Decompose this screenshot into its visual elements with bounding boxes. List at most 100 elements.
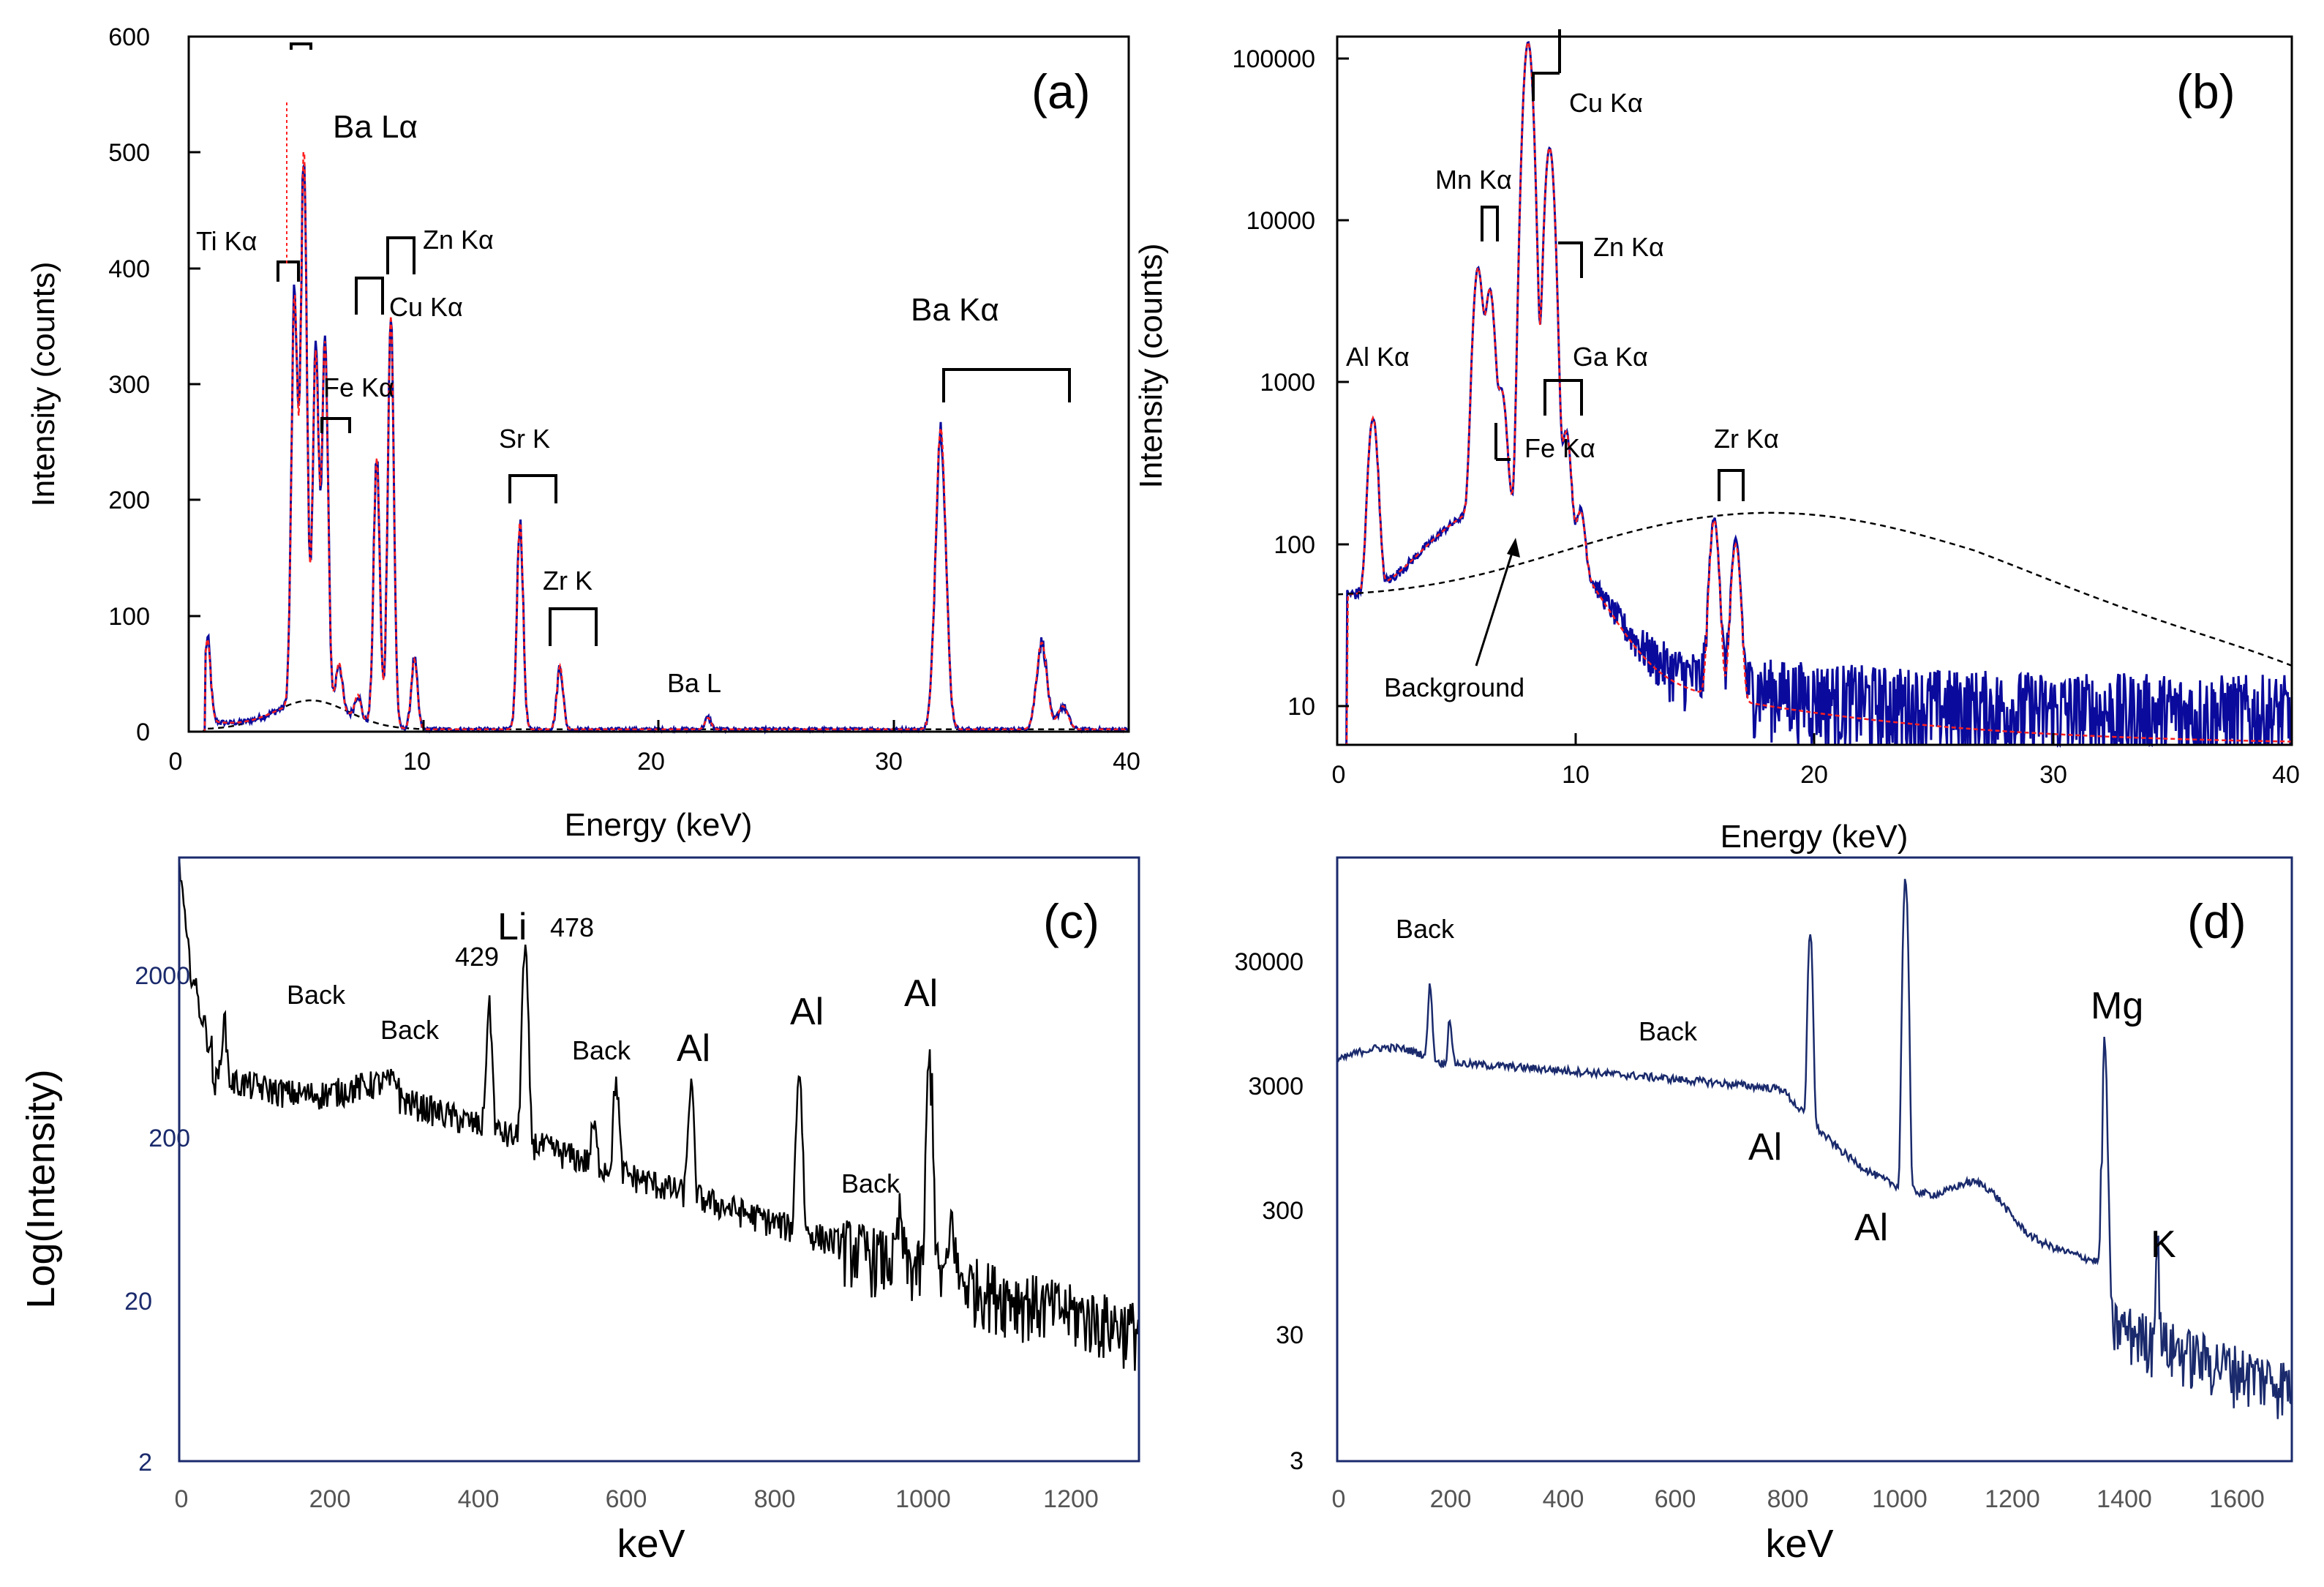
background-arrow: [1475, 541, 1517, 667]
peak-label-li: Li: [497, 906, 527, 948]
panel-b-ytick-label: 1000: [1260, 369, 1315, 397]
panel-d-y-ticks: 3 30 300 3000 30000: [1234, 948, 1304, 1475]
panel-b-xtick-label: 20: [1800, 761, 1828, 789]
panel-c-xtick-label: 0: [175, 1485, 189, 1513]
peak-label-mg: Mg: [2091, 985, 2143, 1027]
panel-d-xtick-label: 0: [1332, 1485, 1346, 1513]
peak-label-back: Back: [1396, 914, 1455, 944]
peak-label-ti-ka: Ti Kα: [196, 226, 257, 256]
bracket-mn-ka: [1481, 206, 1499, 241]
peak-label-mn-ka: Mn Kα: [1435, 165, 1512, 195]
peak-label-al: Al: [1854, 1207, 1888, 1249]
panel-b-y-axis-label: Intensity (counts): [1133, 243, 1169, 488]
panel-b-xtick-label: 30: [2039, 761, 2067, 789]
peak-label-al: Al: [904, 972, 938, 1015]
peak-label-zr-ka: Zr Kα: [1714, 424, 1779, 454]
panel-c-xtick-label: 400: [458, 1485, 500, 1513]
panel-b-measured-spectrum: [1337, 41, 2293, 749]
panel-d-ytick-label: 300: [1262, 1197, 1304, 1225]
peak-label-zn-ka: Zn Kα: [1593, 232, 1664, 262]
peak-label-ba-ka: Ba Kα: [911, 292, 999, 328]
background-arrowhead: [1507, 538, 1520, 558]
panel-b-ytick-label: 100: [1274, 531, 1315, 559]
peak-label-cu-ka: Cu Kα: [389, 292, 463, 322]
peak-label-fe-ka: Fe Kα: [323, 372, 394, 402]
panel-d-letter: (d): [2187, 894, 2246, 948]
panel-a-measured-spectrum: [189, 164, 1129, 735]
panel-a-ytick-label: 500: [108, 139, 150, 167]
panel-c-x-axis-label: keV: [617, 1522, 685, 1566]
peak-label-sr-k: Sr K: [499, 424, 550, 454]
panel-d: 3 30 300 3000 30000 0 200 400 600 800 10…: [1234, 856, 2293, 1566]
panel-d-ytick-label: 3000: [1248, 1073, 1304, 1100]
panel-c-y-ticks: 2 20 200 2000: [124, 962, 190, 1477]
panel-a-xtick-label: 10: [403, 748, 431, 776]
bracket-zn-ka: [386, 236, 415, 274]
bracket-ba-la: [290, 42, 312, 50]
panel-c-xtick-label: 800: [754, 1485, 796, 1513]
panel-d-xtick-label: 1400: [2097, 1485, 2152, 1513]
panel-a-x-ticks: 0 10 20 30 40: [169, 720, 1140, 776]
peak-label-back: Back: [572, 1035, 631, 1065]
peak-label-al-ka: Al Kα: [1346, 342, 1410, 372]
peak-label-al: Al: [1748, 1126, 1782, 1168]
bracket-zn-ka: [1558, 241, 1583, 278]
panel-d-xtick-label: 200: [1430, 1485, 1472, 1513]
background-label: Background: [1384, 672, 1524, 702]
peak-label-478: 478: [550, 912, 594, 942]
panel-b-annotations: Cu Kα Mn Kα Zn Kα Al Kα Ga Kα Fe Kα Zr K…: [1346, 29, 1779, 702]
bracket-cu-ka: [1532, 72, 1560, 101]
panel-a-y-ticks: 0 100 200 300 400 500 600: [108, 23, 200, 746]
panel-c-ytick-label: 2: [138, 1449, 152, 1477]
peak-label-back: Back: [841, 1168, 900, 1198]
panel-d-annotations: Back Back Al Al Mg K: [1396, 914, 2176, 1266]
panel-d-xtick-label: 800: [1767, 1485, 1809, 1513]
panel-b-y-ticks: 10 100 1000 10000 100000: [1233, 45, 1349, 721]
panel-a-xtick-label: 40: [1113, 748, 1140, 776]
panel-b-ytick-label: 10000: [1246, 207, 1315, 235]
panel-d-xtick-label: 1600: [2209, 1485, 2265, 1513]
panel-a-letter: (a): [1031, 64, 1091, 119]
panel-c-xtick-label: 1000: [895, 1485, 951, 1513]
panel-b-spectra: [1336, 39, 2293, 749]
bracket-sr-k: [508, 474, 557, 503]
bracket-zr-k: [549, 607, 598, 646]
panel-a-ytick-label: 400: [108, 255, 150, 283]
panel-b-ytick-label: 10: [1287, 693, 1315, 721]
panel-c-xtick-label: 200: [309, 1485, 351, 1513]
bracket-ba-ka: [942, 368, 1071, 402]
panel-a-ytick-label: 200: [108, 487, 150, 514]
peak-label-ba-la: Ba Lα: [333, 109, 418, 145]
bracket-fe-ka: [1494, 423, 1511, 461]
panel-b-xtick-label: 40: [2272, 761, 2300, 789]
panel-a-x-axis-label: Energy (keV): [565, 807, 753, 843]
panel-b-xtick-label: 0: [1332, 761, 1346, 789]
panel-c: 2 20 200 2000 0 200 400 600 800 1000 120…: [19, 856, 1140, 1566]
peak-label-zr-k: Zr K: [543, 566, 593, 596]
peak-label-zn-ka: Zn Kα: [423, 225, 494, 255]
bracket-ga-ka: [1543, 379, 1583, 416]
panel-c-annotations: Li 429 478 Back Back Back Back Al Al Al: [287, 906, 938, 1198]
panel-a-annotations: Ba Lα Ti Kα Zn Kα Cu Kα Fe Kα Sr K Zr K …: [196, 42, 1071, 698]
panel-b: 10 100 1000 10000 100000 0 10 20 30 40 E…: [1133, 29, 2300, 855]
panel-a-spectra: [189, 151, 1129, 735]
panel-a: 0 100 200 300 400 500 600 0 10 20 30 40 …: [26, 23, 1140, 843]
panel-d-x-axis-label: keV: [1765, 1522, 1833, 1566]
panel-d-frame: [1336, 856, 2293, 1463]
panel-c-ytick-label: 20: [124, 1288, 152, 1316]
bracket-ti-ka: [277, 260, 300, 282]
panel-a-xtick-label: 0: [169, 748, 183, 776]
panel-d-xtick-label: 1000: [1872, 1485, 1928, 1513]
panel-b-letter: (b): [2176, 64, 2235, 119]
peak-label-al: Al: [677, 1027, 710, 1070]
panel-d-xtick-label: 400: [1543, 1485, 1584, 1513]
panel-b-x-ticks: 0 10 20 30 40: [1332, 733, 2300, 789]
panel-a-xtick-label: 30: [875, 748, 903, 776]
peak-label-back: Back: [1639, 1016, 1698, 1046]
panel-b-background-curve: [1336, 511, 2293, 667]
panel-c-x-ticks: 0 200 400 600 800 1000 1200: [175, 1485, 1099, 1513]
panel-a-ytick-label: 0: [136, 719, 150, 746]
peak-label-ba-l: Ba L: [667, 668, 721, 698]
peak-label-cu-ka: Cu Kα: [1569, 88, 1643, 118]
